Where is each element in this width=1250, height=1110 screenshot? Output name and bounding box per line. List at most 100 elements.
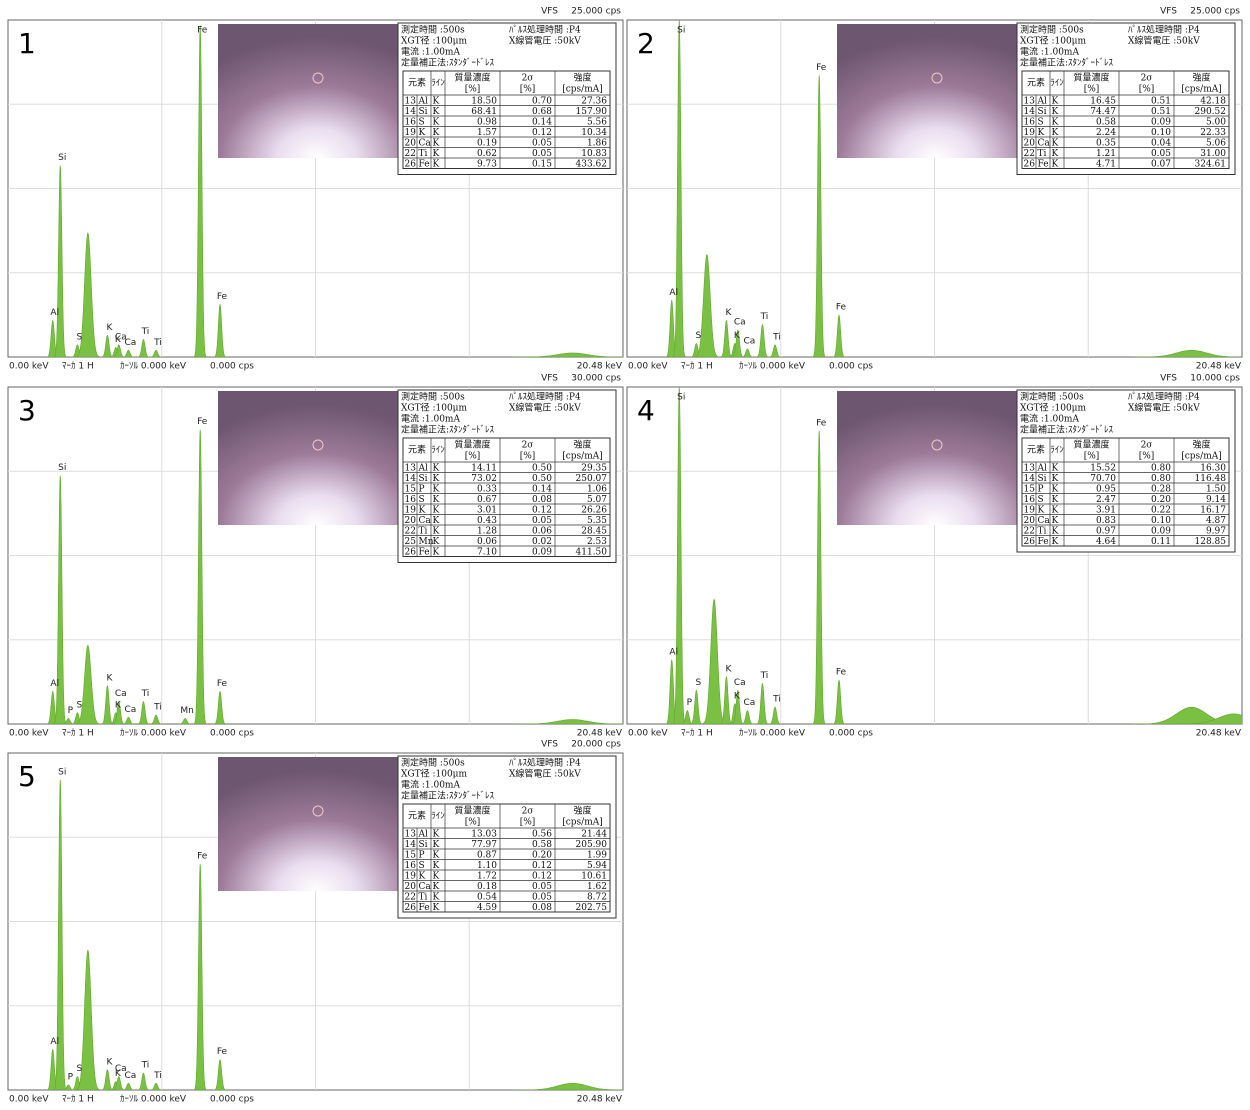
table-cell: 28.45: [581, 526, 607, 536]
sample-photo: [837, 24, 1017, 158]
status-text: 0.000 cps: [210, 362, 254, 372]
table-cell: K: [1052, 537, 1059, 547]
peak-label: Ca: [744, 698, 756, 708]
table-cell: 26: [1024, 159, 1036, 169]
vfs-label: VFS: [541, 7, 558, 17]
table-cell: 15: [405, 850, 417, 860]
peak-label: Ti: [772, 332, 781, 342]
table-cell: 70.70: [1090, 474, 1116, 484]
table-cell: 13: [405, 463, 417, 473]
info-text: X線管電圧 :50kV: [509, 35, 581, 47]
table-unit: [%]: [1084, 85, 1100, 95]
table-cell: 411.50: [576, 547, 608, 557]
x-tick-label: 20.48 keV: [1196, 362, 1242, 372]
table-header: 質量濃度: [454, 72, 490, 84]
peak-label: Al: [50, 679, 59, 689]
panel-number: 4: [637, 394, 655, 427]
peak-label: Si: [677, 393, 685, 403]
peak-label: Ca: [125, 1071, 137, 1081]
table-cell: 9.97: [1206, 526, 1226, 536]
table-header: 元素: [408, 444, 426, 456]
table-cell: 0.70: [532, 96, 552, 106]
info-text: 測定時間 :500s: [401, 24, 465, 36]
table-cell: 1.72: [477, 871, 497, 881]
table-cell: 26.26: [581, 505, 607, 515]
peak-label: Ti: [141, 327, 150, 337]
table-cell: 22: [405, 892, 416, 902]
peak-label: Mn: [180, 706, 193, 716]
table-cell: 0.08: [532, 495, 552, 505]
table-header: ﾗｲﾝ: [431, 78, 445, 89]
table-cell: 74.47: [1090, 107, 1116, 117]
info-text: 定量補正法:ｽﾀﾝﾀﾞｰﾄﾞﾚｽ: [401, 790, 495, 802]
vfs-label: VFS: [541, 740, 558, 750]
table-cell: Ti: [419, 526, 428, 536]
table-cell: 0.05: [532, 892, 552, 902]
peak-label: Fe: [217, 679, 228, 689]
table-header: 元素: [408, 77, 426, 89]
table-cell: 0.43: [477, 516, 497, 526]
table-cell: K: [1052, 505, 1059, 515]
table-cell: Ca: [1038, 516, 1051, 526]
table-cell: 19: [1024, 128, 1036, 138]
table-cell: Al: [418, 96, 428, 106]
table-cell: 0.15: [532, 159, 552, 169]
peak-label: Al: [669, 647, 678, 657]
table-cell: 10.34: [581, 128, 607, 138]
status-text: ﾏｰｶ 1 H: [62, 1094, 94, 1105]
peak-label: Si: [58, 153, 66, 163]
table-cell: 1.10: [477, 861, 497, 871]
table-cell: 14: [405, 840, 417, 850]
table-cell: 5.07: [587, 495, 607, 505]
info-text: ﾊﾟﾙｽ処理時間 :P4: [1128, 24, 1200, 36]
info-text: ﾊﾟﾙｽ処理時間 :P4: [509, 24, 581, 36]
vfs-value: 25.000 cps: [1190, 7, 1240, 17]
table-cell: 19: [405, 505, 417, 515]
table-cell: 42.18: [1200, 96, 1226, 106]
table-cell: 10.83: [581, 149, 607, 159]
info-text: ﾊﾟﾙｽ処理時間 :P4: [1128, 391, 1200, 403]
table-cell: K: [1052, 516, 1059, 526]
table-unit: [cps/mA]: [562, 452, 603, 462]
peak-label: Fe: [217, 1047, 228, 1057]
table-cell: K: [419, 505, 426, 515]
table-cell: 0.80: [1151, 463, 1171, 473]
table-unit: [%]: [520, 85, 536, 95]
table-cell: 0.50: [532, 474, 552, 484]
info-text: 電流 :1.00mA: [1020, 46, 1079, 58]
table-cell: Ca: [419, 516, 432, 526]
table-unit: [%]: [465, 452, 481, 462]
table-cell: 19: [405, 871, 417, 881]
table-cell: 26: [1024, 537, 1036, 547]
table-cell: 1.28: [477, 526, 497, 536]
table-cell: 10.61: [581, 871, 607, 881]
peak-label: Fe: [197, 852, 208, 862]
table-cell: 20: [1024, 516, 1036, 526]
table-cell: 0.28: [1151, 484, 1171, 494]
status-text: ﾏｰｶ 1 H: [62, 728, 94, 739]
table-cell: Fe: [419, 159, 430, 169]
peak-label: Ti: [141, 689, 150, 699]
x-tick-label: 0.00 keV: [9, 729, 49, 739]
table-cell: 324.61: [1195, 159, 1227, 169]
peak-label: S: [77, 700, 83, 710]
peak-label: Ti: [141, 1061, 150, 1071]
table-cell: 0.14: [532, 117, 552, 127]
table-cell: 0.35: [1096, 138, 1116, 148]
peak-label: Fe: [197, 417, 208, 427]
table-cell: 14: [405, 474, 417, 484]
vfs-value: 30.000 cps: [571, 374, 621, 384]
table-cell: 0.51: [1151, 96, 1171, 106]
peak-label: Ca: [734, 318, 746, 328]
spectra-sheet: 25.000 cpsVFS0.00 keV20.48 keVﾏｰｶ 1 Hｶｰｿ…: [0, 0, 1250, 1106]
table-cell: K: [1052, 159, 1059, 169]
table-cell: K: [1038, 128, 1045, 138]
peak-label: Ti: [760, 312, 769, 322]
table-cell: Ti: [1038, 526, 1047, 536]
status-text: 0.000 cps: [829, 362, 873, 372]
info-text: 定量補正法:ｽﾀﾝﾀﾞｰﾄﾞﾚｽ: [401, 424, 495, 436]
peak-label: Al: [50, 308, 59, 318]
table-cell: K: [433, 138, 440, 148]
table-cell: K: [1052, 463, 1059, 473]
info-text: ﾊﾟﾙｽ処理時間 :P4: [509, 757, 581, 769]
